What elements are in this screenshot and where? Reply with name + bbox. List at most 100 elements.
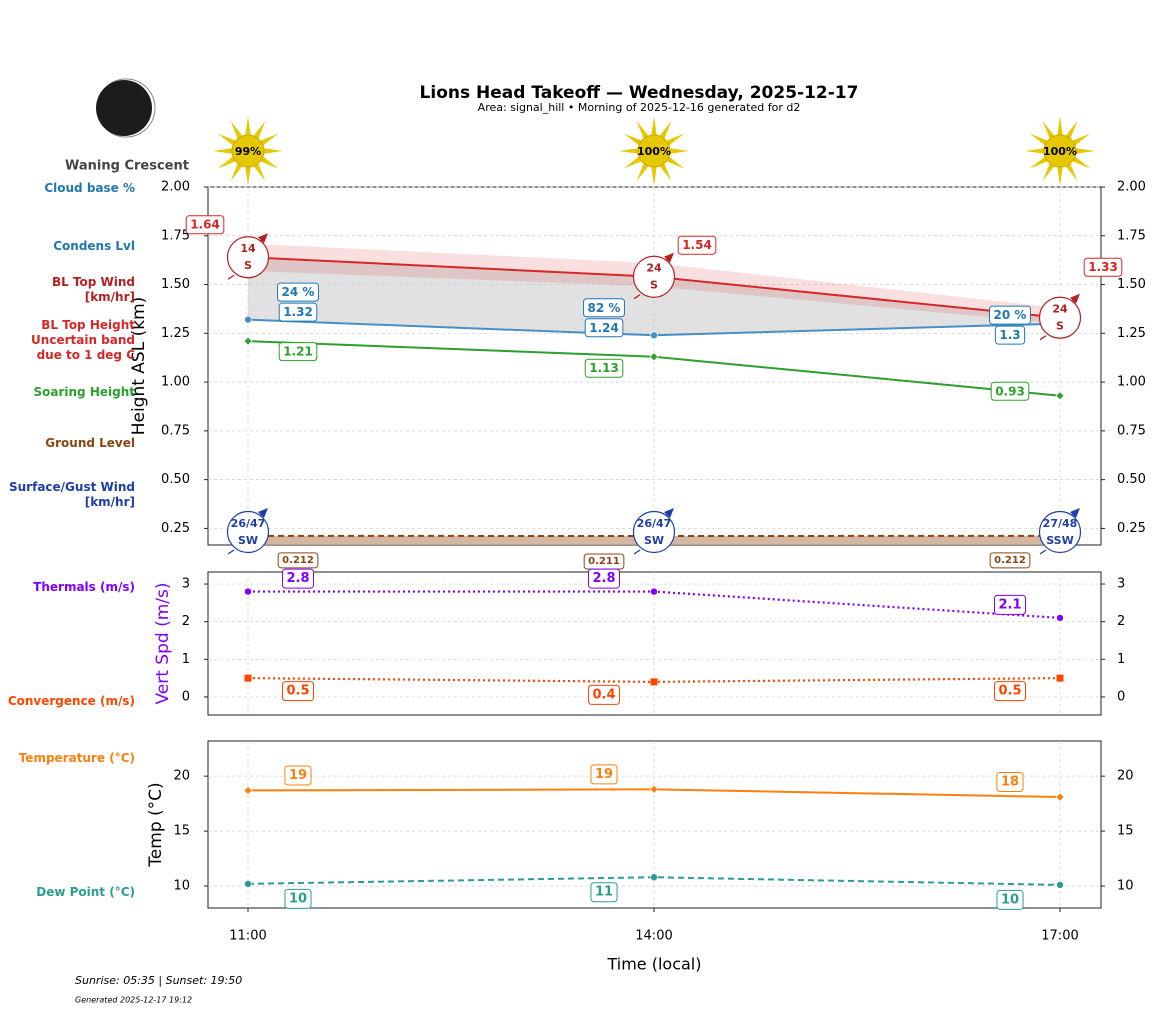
- series-label: Convergence (m/s): [7, 694, 135, 708]
- y-tick-label: 2: [182, 614, 190, 629]
- sun-ray: [619, 148, 639, 154]
- sun-ray: [217, 156, 236, 169]
- y-tick-label: 0.75: [1117, 423, 1146, 438]
- value-label: 0.212: [282, 555, 314, 566]
- data-point: [649, 352, 659, 362]
- data-point: [1056, 881, 1064, 889]
- value-label: 1.54: [682, 238, 712, 252]
- value-label: 24 %: [282, 285, 315, 299]
- value-label-box: [587, 684, 621, 705]
- data-point: [244, 315, 252, 324]
- y-tick-label: 20: [1117, 769, 1134, 784]
- sun-ray: [1072, 133, 1091, 146]
- wind-circle: [226, 236, 270, 279]
- sun-ray: [1075, 148, 1095, 154]
- wind-direction: SW: [644, 534, 664, 547]
- y-tick-label: 0.25: [1117, 521, 1146, 536]
- sun-ray: [1065, 120, 1078, 139]
- data-point: [243, 336, 253, 346]
- value-label: 11: [595, 885, 613, 900]
- value-label: 10: [289, 891, 307, 906]
- series-label: Dew Point (°C): [36, 885, 135, 899]
- sun-ray: [1042, 163, 1055, 182]
- value-label-box: [281, 681, 315, 702]
- wind-arrow: [1070, 293, 1080, 304]
- x-tick-label: 11:00: [229, 929, 266, 944]
- y-tick-label: 1: [1117, 652, 1125, 667]
- y-tick-label: 2.00: [161, 180, 190, 195]
- sun-icon: [231, 134, 265, 168]
- y-tick-label: 1.25: [1117, 326, 1146, 341]
- y-tick-label: 2.00: [1117, 180, 1146, 195]
- y-tick-label: 0.50: [1117, 472, 1146, 487]
- value-label-box: [281, 568, 315, 589]
- x-tick-label: 14:00: [635, 929, 672, 944]
- wind-arrow: [664, 252, 674, 263]
- wind-speed: 27/48: [1043, 517, 1078, 530]
- plot-frame: [207, 571, 1102, 716]
- series-label: Soaring Height: [33, 385, 136, 399]
- sun-ray: [651, 166, 657, 186]
- data-point: [650, 873, 658, 882]
- value-label: 1.3: [999, 328, 1020, 342]
- y-tick-label: 1.25: [161, 326, 190, 341]
- value-label-box: [677, 235, 717, 255]
- sun-ray: [217, 133, 236, 146]
- data-point: [244, 880, 252, 888]
- wind-speed: 26/47: [231, 517, 266, 530]
- data-point: [244, 674, 252, 682]
- sun-ray: [669, 148, 689, 154]
- x-tick-label: 17:00: [1041, 929, 1078, 944]
- data-point: [1055, 792, 1065, 802]
- sun-ray: [623, 156, 642, 169]
- value-label-box: [278, 342, 318, 362]
- sun-ray: [260, 156, 279, 169]
- sunshine-label: 99%: [235, 145, 261, 158]
- sun-ray: [230, 163, 243, 182]
- y-tick-label: 0: [182, 689, 190, 704]
- value-label: 0.212: [994, 555, 1026, 566]
- sun-ray: [245, 116, 251, 136]
- value-label-box: [996, 772, 1024, 793]
- sunshine-label: 100%: [1043, 145, 1077, 158]
- value-label: 10: [1001, 892, 1019, 907]
- data-point: [649, 784, 659, 794]
- sun-icon: [1043, 134, 1077, 168]
- value-label: 1.13: [589, 361, 619, 375]
- sun-ray: [1029, 156, 1048, 169]
- sun-ray: [1065, 163, 1078, 182]
- y-tick-label: 1.00: [161, 375, 190, 390]
- value-label: 1.33: [1088, 260, 1118, 274]
- value-label: 2.8: [592, 571, 615, 586]
- value-label: 82 %: [588, 301, 621, 315]
- value-label-box: [993, 594, 1027, 615]
- y-tick-label: 1.75: [161, 228, 190, 243]
- sun-ray: [213, 148, 233, 154]
- value-label-box: [590, 764, 618, 785]
- wind-circle: [632, 255, 676, 298]
- y-axis-label: Temp (°C): [146, 782, 166, 867]
- sun-ray: [260, 133, 279, 146]
- value-label: 2.1: [998, 597, 1021, 612]
- wind-speed: 24: [1052, 303, 1068, 316]
- sun-ray: [253, 120, 266, 139]
- y-tick-label: 10: [173, 879, 190, 894]
- value-label-box: [994, 325, 1026, 345]
- y-tick-label: 0.75: [161, 423, 190, 438]
- y-tick-label: 15: [1117, 824, 1134, 839]
- data-point: [650, 331, 658, 340]
- sun-ray: [1057, 166, 1063, 186]
- sun-ray: [636, 163, 649, 182]
- sunshine-label: 100%: [637, 145, 671, 158]
- y-tick-label: 0: [1117, 689, 1125, 704]
- y-axis-label: Height ASL (km): [129, 297, 149, 436]
- value-label-box: [277, 552, 319, 569]
- series-label: BL Top Wind [km/hr]: [51, 275, 135, 304]
- series-label: Surface/Gust Wind [km/hr]: [9, 480, 135, 509]
- value-label-box: [996, 889, 1024, 910]
- wind-circle: [1038, 510, 1082, 554]
- value-label-box: [284, 888, 312, 909]
- chart-subtitle: Area: signal_hill • Morning of 2025-12-1…: [478, 101, 801, 114]
- moon-icon: [96, 80, 152, 136]
